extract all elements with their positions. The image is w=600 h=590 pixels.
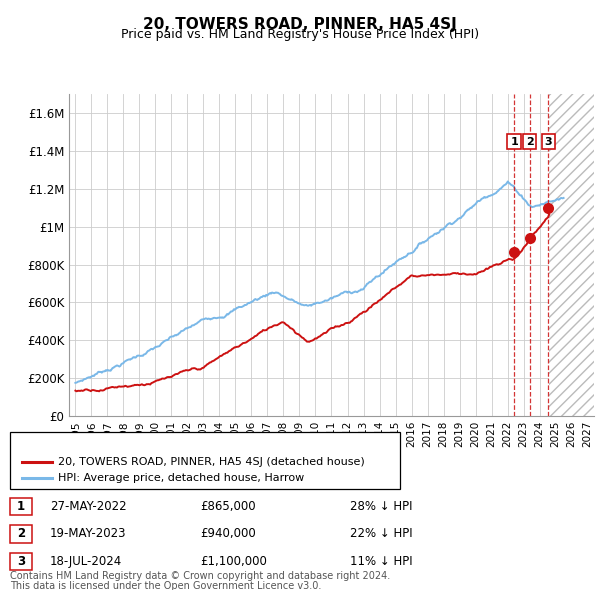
Text: Price paid vs. HM Land Registry's House Price Index (HPI): Price paid vs. HM Land Registry's House … bbox=[121, 28, 479, 41]
Bar bbox=[10, 432, 400, 489]
Text: 19-MAY-2023: 19-MAY-2023 bbox=[50, 527, 127, 540]
Text: This data is licensed under the Open Government Licence v3.0.: This data is licensed under the Open Gov… bbox=[10, 581, 322, 590]
Text: 1: 1 bbox=[510, 137, 518, 147]
Text: 20, TOWERS ROAD, PINNER, HA5 4SJ (detached house): 20, TOWERS ROAD, PINNER, HA5 4SJ (detach… bbox=[58, 457, 365, 467]
Bar bbox=[10, 525, 32, 543]
Text: 28% ↓ HPI: 28% ↓ HPI bbox=[350, 500, 413, 513]
Text: 1: 1 bbox=[17, 500, 25, 513]
Text: 27-MAY-2022: 27-MAY-2022 bbox=[50, 500, 127, 513]
Text: Contains HM Land Registry data © Crown copyright and database right 2024.: Contains HM Land Registry data © Crown c… bbox=[10, 571, 390, 581]
Text: 2: 2 bbox=[17, 527, 25, 540]
Text: HPI: Average price, detached house, Harrow: HPI: Average price, detached house, Harr… bbox=[58, 473, 304, 483]
Text: 2: 2 bbox=[526, 137, 533, 147]
Bar bbox=[549, 94, 594, 416]
Text: 22% ↓ HPI: 22% ↓ HPI bbox=[350, 527, 413, 540]
Bar bbox=[10, 497, 32, 515]
Bar bbox=[10, 553, 32, 571]
Text: 3: 3 bbox=[544, 137, 552, 147]
Text: £865,000: £865,000 bbox=[200, 500, 256, 513]
Text: £1,100,000: £1,100,000 bbox=[200, 555, 267, 568]
Text: 18-JUL-2024: 18-JUL-2024 bbox=[50, 555, 122, 568]
Text: 11% ↓ HPI: 11% ↓ HPI bbox=[350, 555, 413, 568]
Text: £940,000: £940,000 bbox=[200, 527, 256, 540]
Text: 3: 3 bbox=[17, 555, 25, 568]
Text: 20, TOWERS ROAD, PINNER, HA5 4SJ: 20, TOWERS ROAD, PINNER, HA5 4SJ bbox=[143, 17, 457, 31]
